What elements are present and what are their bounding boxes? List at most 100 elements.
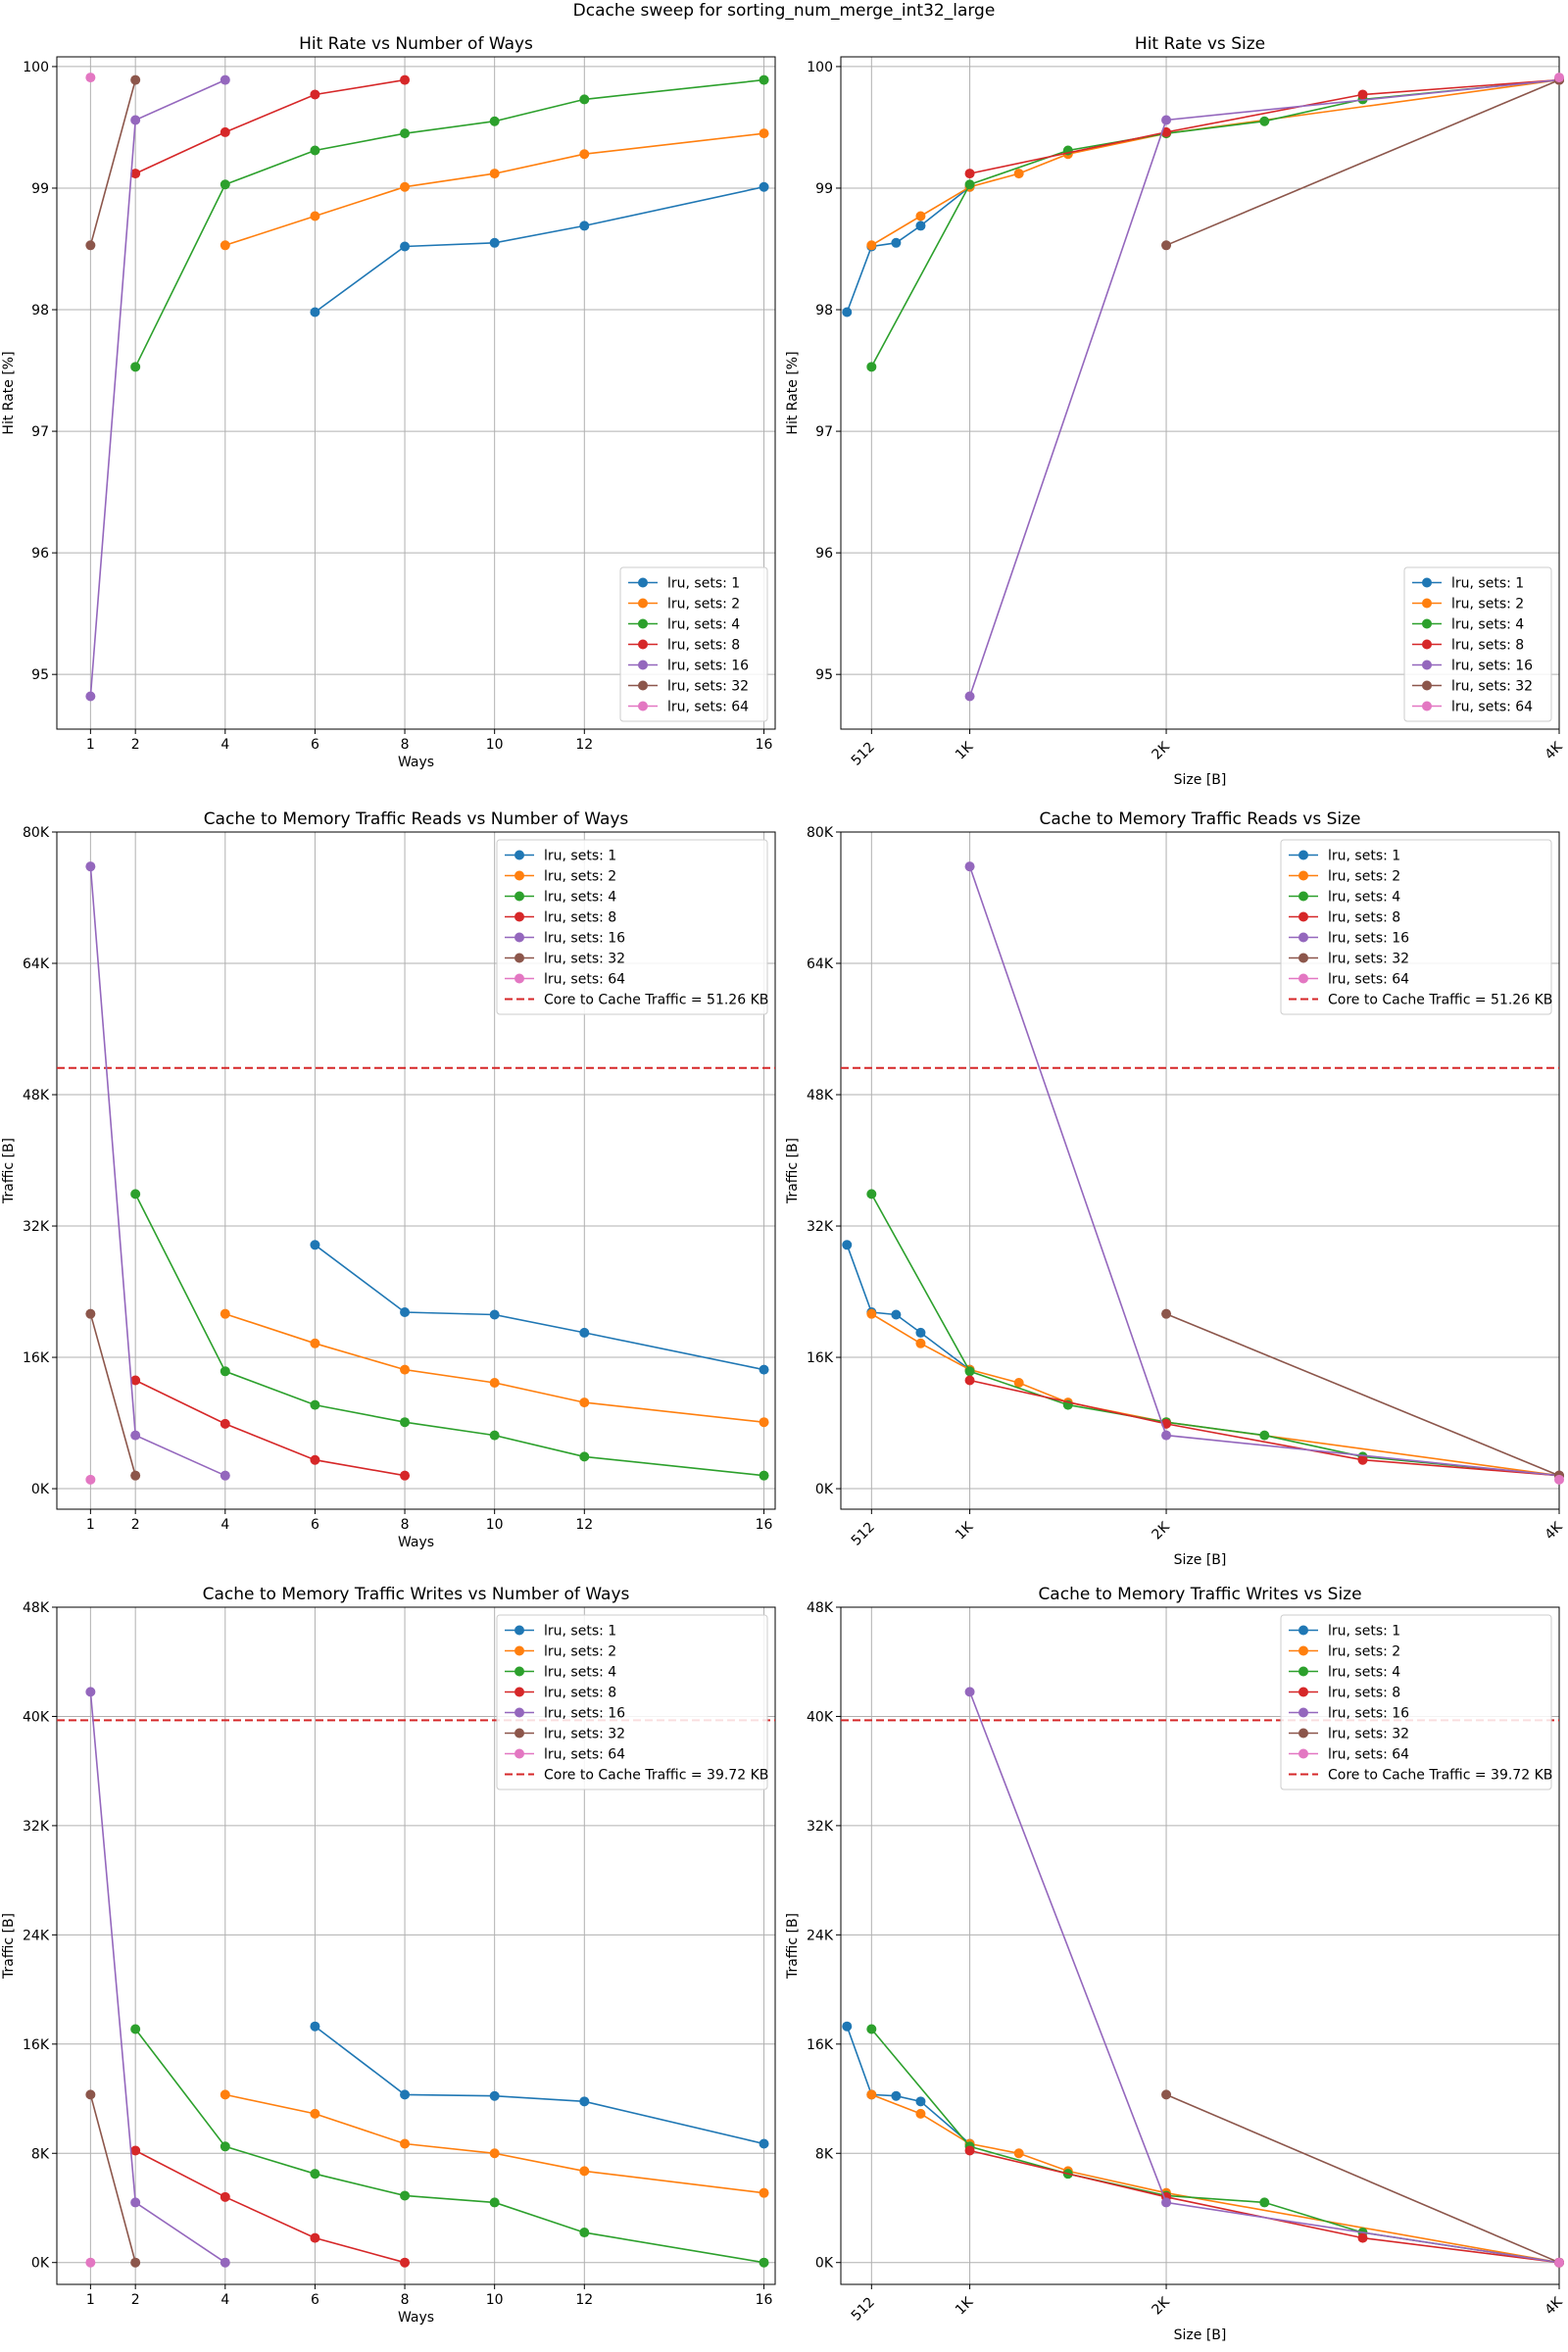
series-lru-sets-4 xyxy=(130,2024,769,2268)
data-point xyxy=(400,2089,411,2100)
legend-entry: lru, sets: 1 xyxy=(1289,849,1400,864)
y-tick-label: 99 xyxy=(815,181,833,197)
legend-label: lru, sets: 64 xyxy=(667,700,749,715)
y-tick-label: 32K xyxy=(23,1819,50,1835)
legend-marker xyxy=(1298,891,1308,902)
y-tick-label: 100 xyxy=(23,60,49,75)
data-point xyxy=(1259,1430,1270,1441)
legend-marker xyxy=(1422,598,1432,609)
legend-label: Core to Cache Traffic = 51.26 KB xyxy=(1328,993,1552,1008)
legend: lru, sets: 1 lru, sets: 2 lru, sets: 4 lru,… xyxy=(496,1614,768,1790)
chart-title: Cache to Memory Traffic Reads vs Number … xyxy=(204,809,629,829)
y-tick-label: 8K xyxy=(815,2146,834,2162)
axes-frame xyxy=(56,831,776,1510)
legend-entry: lru, sets: 4 xyxy=(505,890,616,906)
legend: lru, sets: 1 lru, sets: 2 lru, sets: 4 lru,… xyxy=(496,839,768,1015)
legend: lru, sets: 1 lru, sets: 2 lru, sets: 4 lru,… xyxy=(619,566,768,722)
legend-label: lru, sets: 16 xyxy=(667,659,749,674)
data-point xyxy=(1161,2089,1172,2100)
legend-marker xyxy=(1422,680,1432,691)
legend: lru, sets: 1 lru, sets: 2 lru, sets: 4 lru,… xyxy=(1403,566,1552,722)
legend-label: lru, sets: 2 xyxy=(544,1644,616,1660)
legend-label: lru, sets: 32 xyxy=(1328,1727,1409,1742)
legend-entry: lru, sets: 1 xyxy=(1412,576,1524,592)
data-point xyxy=(759,1470,769,1481)
x-tick-label: 512 xyxy=(849,2294,878,2324)
legend: lru, sets: 1 lru, sets: 2 lru, sets: 4 lru,… xyxy=(1280,1614,1552,1790)
legend-entry: lru, sets: 32 xyxy=(628,679,749,695)
legend-entry: lru, sets: 16 xyxy=(505,1706,625,1722)
legend-label: lru, sets: 32 xyxy=(544,952,625,967)
legend-label: Core to Cache Traffic = 51.26 KB xyxy=(544,993,768,1008)
legend-entry: lru, sets: 32 xyxy=(505,952,625,967)
legend-label: lru, sets: 2 xyxy=(667,597,740,612)
series-line xyxy=(89,79,136,246)
y-axis-label: Hit Rate [%] xyxy=(1,351,17,434)
chart-4: 512 1K 2K 4K 0K 16K 32K 48K 64K 80K Cache to Memor… xyxy=(785,809,1566,1568)
data-point xyxy=(489,237,500,248)
series-lru-sets-8 xyxy=(130,1375,411,1481)
data-point xyxy=(400,74,411,85)
legend-marker xyxy=(1422,660,1432,670)
data-point xyxy=(842,307,853,318)
legend-entry: lru, sets: 4 xyxy=(628,617,740,633)
series-line xyxy=(89,2094,136,2263)
data-point xyxy=(1259,116,1270,126)
legend-entry: lru, sets: 4 xyxy=(1412,617,1524,633)
data-point xyxy=(579,1327,590,1338)
data-point xyxy=(489,1430,500,1441)
legend-label: Core to Cache Traffic = 39.72 KB xyxy=(1328,1768,1552,1784)
data-point xyxy=(1161,126,1172,137)
legend-entry: lru, sets: 16 xyxy=(628,659,749,674)
data-point xyxy=(915,220,926,231)
legend-label: Core to Cache Traffic = 39.72 KB xyxy=(544,1768,768,1784)
legend-entry: lru, sets: 2 xyxy=(1289,1644,1400,1660)
legend-label: lru, sets: 8 xyxy=(1451,638,1524,654)
y-tick-label: 32K xyxy=(807,1819,834,1835)
legend-label: lru, sets: 16 xyxy=(1328,931,1409,947)
data-point xyxy=(964,179,975,190)
data-point xyxy=(489,1378,500,1389)
x-tick-label: 1 xyxy=(86,2292,95,2308)
y-tick-label: 100 xyxy=(807,60,833,75)
series-lru-sets-8 xyxy=(964,74,1564,179)
data-point xyxy=(220,74,230,85)
data-point xyxy=(220,126,230,137)
legend-marker xyxy=(638,618,648,629)
x-tick-label: 4 xyxy=(220,1517,229,1533)
legend-label: lru, sets: 2 xyxy=(544,869,616,885)
legend-box xyxy=(1403,566,1552,722)
series-lru-sets-32 xyxy=(85,74,141,251)
data-point xyxy=(310,1454,320,1465)
x-tick-label: 4K xyxy=(1543,1519,1567,1544)
data-point xyxy=(964,1366,975,1377)
legend-label: lru, sets: 64 xyxy=(1328,972,1409,988)
data-point xyxy=(400,181,411,192)
y-tick-label: 0K xyxy=(815,1482,834,1497)
x-tick-label: 6 xyxy=(311,737,319,753)
legend-label: lru, sets: 1 xyxy=(1451,576,1524,592)
data-point xyxy=(400,1417,411,1428)
legend-marker xyxy=(514,1687,524,1697)
data-point xyxy=(489,1309,500,1320)
legend-marker xyxy=(1422,639,1432,650)
data-point xyxy=(579,2166,590,2177)
y-tick-label: 80K xyxy=(807,825,834,841)
data-point xyxy=(759,128,769,139)
x-tick-label: 512 xyxy=(849,1519,878,1548)
data-point xyxy=(310,307,320,318)
data-point xyxy=(759,1417,769,1428)
legend-marker xyxy=(1298,1728,1308,1739)
legend-entry: lru, sets: 16 xyxy=(505,931,625,947)
legend-label: lru, sets: 1 xyxy=(667,576,740,592)
y-tick-label: 96 xyxy=(815,546,833,562)
x-tick-label: 16 xyxy=(756,1517,773,1533)
legend-label: lru, sets: 32 xyxy=(1328,952,1409,967)
data-point xyxy=(310,145,320,156)
series-line xyxy=(89,1313,136,1476)
y-tick-label: 16K xyxy=(23,2037,50,2053)
legend-entry: lru, sets: 64 xyxy=(1412,700,1533,715)
legend-label: lru, sets: 64 xyxy=(1328,1747,1409,1763)
series-lru-sets-16 xyxy=(85,1687,230,2268)
y-tick-label: 97 xyxy=(815,424,833,440)
